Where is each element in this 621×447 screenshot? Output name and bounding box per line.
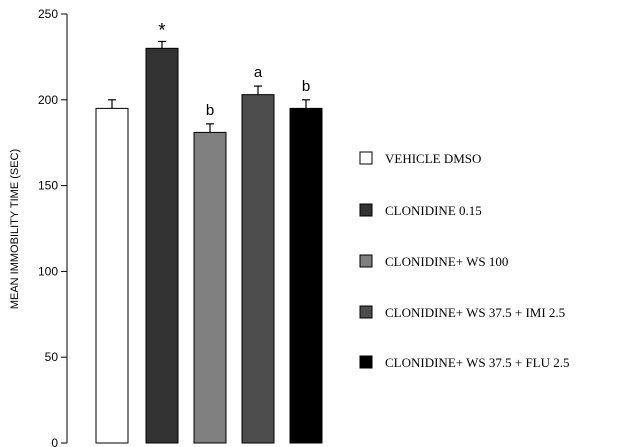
significance-label: * [158,20,166,41]
significance-label: a [254,64,263,81]
legend: VEHICLE DMSO CLONIDINE 0.15 CLONIDINE+ WS … [359,151,570,370]
bar [95,107,129,444]
y-axis-ticks: 0 50 100 150 200 250 [38,7,67,447]
bar [241,94,275,444]
y-tick-label: 100 [38,264,58,278]
legend-label: CLONIDINE+ WS 100 [385,254,508,269]
annotations: * b a b [158,20,310,118]
error-bars [108,40,310,133]
legend-label: VEHICLE DMSO [385,151,481,166]
legend-swatch [359,355,373,369]
bar [145,47,179,444]
legend-label: CLONIDINE+ WS 37.5 + IMI 2.5 [385,305,565,320]
bars [95,47,323,444]
legend-swatch [359,254,373,268]
significance-label: b [302,78,310,95]
significance-label: b [206,102,214,119]
y-tick-label: 50 [45,350,59,364]
y-tick-label: 150 [38,179,58,193]
bar [193,131,227,444]
legend-swatch [359,151,373,165]
y-tick-label: 0 [51,436,58,447]
bar [289,107,323,444]
y-tick-label: 200 [38,93,58,107]
legend-swatch [359,203,373,217]
y-tick-label: 250 [38,7,58,21]
legend-label: CLONIDINE 0.15 [385,203,482,218]
legend-swatch [359,305,373,319]
y-axis-label: MEAN IMMOBILITY TIME (SEC) [9,149,21,309]
legend-label: CLONIDINE+ WS 37.5 + FLU 2.5 [385,355,570,370]
